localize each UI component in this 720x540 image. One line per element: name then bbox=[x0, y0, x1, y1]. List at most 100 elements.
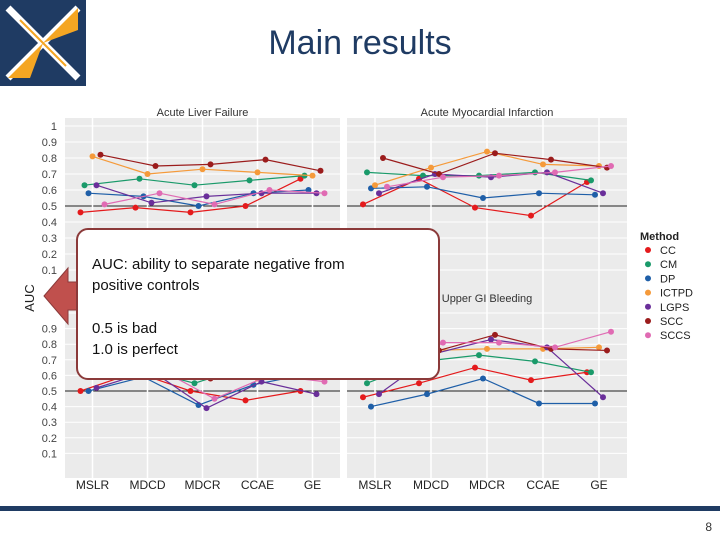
data-point-scc bbox=[548, 156, 554, 163]
data-point-cm bbox=[532, 358, 538, 365]
legend-label-cc: CC bbox=[660, 245, 676, 257]
data-point-cc bbox=[132, 204, 139, 211]
y-tick-label: 1 bbox=[51, 121, 57, 133]
data-point-dp bbox=[536, 400, 542, 407]
data-point-sccs bbox=[552, 344, 558, 351]
data-point-lgps bbox=[376, 190, 382, 197]
data-point-cc bbox=[472, 364, 478, 371]
y-tick-label: 0.8 bbox=[42, 153, 57, 165]
data-point-sccs bbox=[101, 201, 108, 208]
x-tick-label: MSLR bbox=[76, 478, 110, 492]
legend-label-cm: CM bbox=[660, 259, 677, 271]
data-point-sccs bbox=[321, 378, 328, 385]
x-tick-label: CCAE bbox=[241, 478, 274, 492]
data-point-dp bbox=[368, 185, 374, 192]
legend-title: Method bbox=[640, 231, 679, 243]
data-point-cc bbox=[187, 209, 194, 216]
data-point-scc bbox=[604, 347, 610, 354]
y-tick-label: 0.5 bbox=[42, 386, 57, 398]
data-point-lgps bbox=[203, 405, 210, 412]
data-point-cm bbox=[191, 380, 198, 387]
data-point-ictpd bbox=[484, 345, 490, 352]
data-point-lgps bbox=[600, 190, 606, 197]
callout-line-1: AUC: ability to separate negative from bbox=[92, 256, 345, 273]
data-point-dp bbox=[480, 195, 486, 201]
x-tick-label: GE bbox=[590, 478, 607, 492]
legend-marker-sccs bbox=[645, 332, 651, 339]
data-point-sccs bbox=[156, 190, 163, 197]
data-point-sccs bbox=[321, 190, 328, 197]
data-point-ictpd bbox=[199, 166, 206, 173]
data-point-sccs bbox=[608, 328, 614, 335]
y-tick-label: 0.7 bbox=[42, 355, 57, 367]
data-point-dp bbox=[536, 190, 542, 197]
y-tick-label: 0.2 bbox=[42, 249, 57, 261]
data-point-scc bbox=[492, 331, 498, 338]
logo bbox=[0, 0, 86, 86]
data-point-lgps bbox=[93, 384, 100, 391]
data-point-sccs bbox=[608, 163, 614, 169]
data-point-dp bbox=[195, 203, 202, 209]
data-point-sccs bbox=[552, 169, 558, 176]
data-point-lgps bbox=[488, 336, 494, 343]
panel-title: Acute Myocardial Infarction bbox=[421, 107, 554, 119]
data-point-ictpd bbox=[254, 169, 261, 176]
data-point-lgps bbox=[600, 394, 606, 401]
legend-label-lgps: LGPS bbox=[660, 302, 689, 314]
data-point-lgps bbox=[148, 199, 155, 206]
y-tick-label: 0.9 bbox=[42, 324, 57, 336]
data-point-dp bbox=[424, 183, 430, 190]
auc-explanation-callout: AUC: ability to separate negative from p… bbox=[76, 228, 440, 380]
callout-line-3: 0.5 is bad bbox=[92, 320, 158, 337]
data-point-cc bbox=[242, 203, 249, 209]
legend-marker-scc bbox=[645, 318, 651, 324]
data-point-scc bbox=[380, 155, 386, 161]
slide-title: Main results bbox=[268, 24, 452, 62]
data-point-ictpd bbox=[372, 182, 378, 189]
data-point-scc bbox=[262, 156, 269, 163]
legend-label-dp: DP bbox=[660, 273, 675, 285]
data-point-dp bbox=[592, 400, 598, 407]
page-number: 8 bbox=[705, 520, 712, 534]
data-point-cc bbox=[242, 397, 249, 404]
callout-line-2: positive controls bbox=[92, 277, 200, 294]
x-tick-label: CCAE bbox=[526, 478, 559, 492]
data-point-ictpd bbox=[309, 172, 316, 179]
data-point-ictpd bbox=[596, 344, 602, 351]
data-point-cm bbox=[588, 177, 594, 184]
data-point-sccs bbox=[266, 187, 273, 193]
x-tick-label: MDCR bbox=[469, 478, 505, 492]
legend-marker-cc bbox=[645, 247, 651, 253]
data-point-scc bbox=[207, 161, 214, 168]
data-point-cc bbox=[472, 204, 478, 211]
data-point-cm bbox=[364, 380, 370, 387]
legend-label-ictpd: ICTPD bbox=[660, 288, 693, 300]
data-point-cc bbox=[77, 388, 84, 394]
data-point-cm bbox=[136, 175, 143, 182]
legend-marker-dp bbox=[645, 275, 651, 282]
footer-divider bbox=[0, 506, 720, 511]
data-point-cc bbox=[416, 380, 422, 387]
data-point-cc bbox=[360, 394, 366, 401]
y-tick-label: 0.3 bbox=[42, 417, 57, 429]
data-point-dp bbox=[592, 191, 598, 198]
y-tick-label: 0.6 bbox=[42, 185, 57, 197]
legend-label-sccs: SCCS bbox=[660, 330, 691, 342]
y-tick-label: 0.7 bbox=[42, 169, 57, 181]
data-point-ictpd bbox=[540, 161, 546, 168]
data-point-ictpd bbox=[89, 153, 96, 160]
legend-label-scc: SCC bbox=[660, 316, 683, 328]
legend-marker-cm bbox=[645, 261, 651, 268]
data-point-ictpd bbox=[484, 148, 490, 155]
data-point-scc bbox=[152, 163, 159, 169]
data-point-ictpd bbox=[144, 171, 151, 177]
data-point-cm bbox=[588, 369, 594, 376]
y-tick-label: 0.5 bbox=[42, 201, 57, 213]
data-point-scc bbox=[317, 167, 324, 174]
data-point-lgps bbox=[376, 391, 382, 398]
data-point-sccs bbox=[440, 339, 446, 346]
data-point-sccs bbox=[496, 172, 502, 179]
x-tick-label: MSLR bbox=[358, 478, 392, 492]
callout-line-4: 1.0 is perfect bbox=[92, 341, 178, 358]
data-point-cc bbox=[187, 388, 194, 394]
